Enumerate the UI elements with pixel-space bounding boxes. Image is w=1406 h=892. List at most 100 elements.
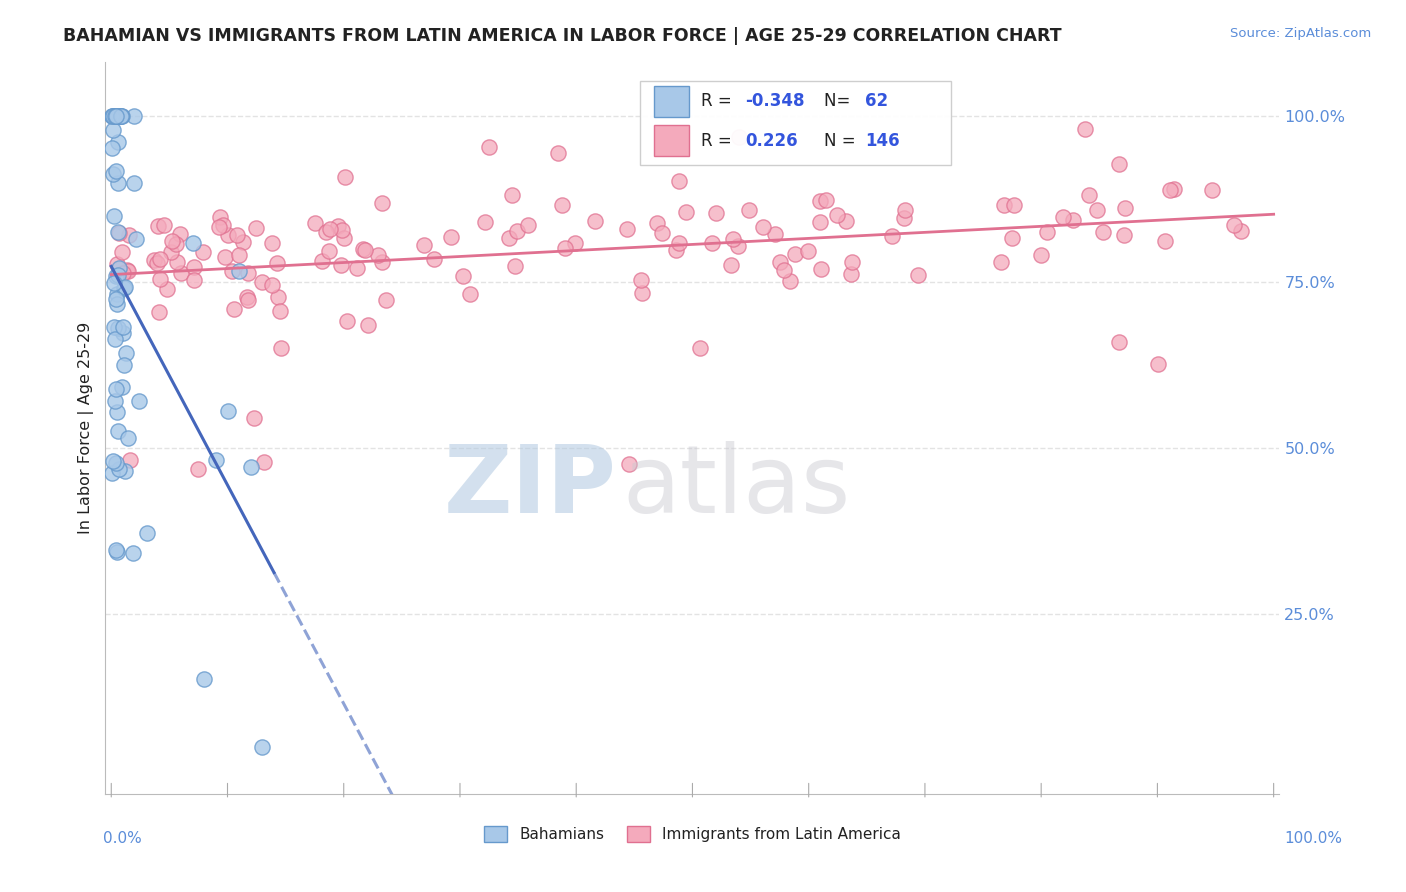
- Point: [108, 462, 131, 476]
- Point: [474, 215, 496, 229]
- Point: [1114, 228, 1136, 243]
- Point: [117, 228, 139, 243]
- Point: [374, 293, 396, 307]
- Point: [1062, 212, 1084, 227]
- Point: [104, 382, 127, 396]
- Point: [503, 259, 526, 273]
- Point: [104, 331, 127, 345]
- Point: [516, 219, 538, 233]
- Point: [704, 206, 727, 220]
- Point: [356, 318, 378, 333]
- Point: [260, 236, 283, 251]
- Point: [228, 248, 250, 262]
- Point: [160, 245, 183, 260]
- Point: [114, 280, 136, 294]
- Point: [630, 286, 652, 301]
- Point: [616, 222, 638, 236]
- Point: [250, 275, 273, 289]
- Text: -0.348: -0.348: [745, 92, 804, 111]
- Point: [752, 219, 775, 234]
- Point: [814, 193, 837, 207]
- Point: [551, 198, 574, 212]
- Point: [841, 255, 863, 269]
- Point: [665, 243, 688, 257]
- Point: [166, 255, 188, 269]
- Point: [245, 221, 267, 235]
- Point: [243, 410, 266, 425]
- Point: [236, 266, 259, 280]
- Point: [111, 245, 134, 260]
- Point: [112, 359, 135, 373]
- Point: [1159, 183, 1181, 197]
- Point: [110, 109, 132, 123]
- Point: [160, 234, 183, 248]
- Point: [117, 263, 139, 277]
- Point: [727, 238, 749, 252]
- Point: [304, 216, 326, 230]
- Point: [107, 261, 129, 276]
- Point: [103, 209, 125, 223]
- Point: [142, 253, 165, 268]
- Point: [319, 221, 342, 235]
- Point: [266, 256, 288, 270]
- Point: [135, 526, 157, 541]
- Point: [367, 248, 389, 262]
- Point: [675, 205, 697, 219]
- Point: [107, 226, 129, 240]
- Point: [773, 263, 796, 277]
- Point: [122, 546, 145, 560]
- Text: atlas: atlas: [621, 441, 851, 533]
- Point: [720, 258, 742, 272]
- Point: [103, 320, 125, 334]
- Point: [630, 272, 652, 286]
- Point: [330, 258, 353, 272]
- Point: [893, 211, 915, 225]
- Point: [1223, 218, 1246, 232]
- Point: [111, 267, 134, 281]
- Point: [105, 109, 128, 123]
- Text: N=: N=: [824, 92, 856, 111]
- Point: [226, 227, 249, 242]
- Point: [1146, 357, 1168, 371]
- Text: 100.0%: 100.0%: [1285, 831, 1343, 846]
- Point: [1114, 202, 1136, 216]
- Text: R =: R =: [700, 92, 737, 111]
- Point: [728, 130, 751, 145]
- Point: [810, 261, 832, 276]
- Point: [105, 545, 128, 559]
- Text: 146: 146: [865, 132, 900, 150]
- Point: [619, 457, 641, 471]
- Text: BAHAMIAN VS IMMIGRANTS FROM LATIN AMERICA IN LABOR FORCE | AGE 25-29 CORRELATION: BAHAMIAN VS IMMIGRANTS FROM LATIN AMERIC…: [63, 27, 1062, 45]
- Point: [990, 255, 1012, 269]
- Point: [737, 203, 759, 218]
- Point: [318, 244, 340, 259]
- Point: [645, 216, 668, 230]
- Point: [779, 274, 801, 288]
- Point: [165, 237, 187, 252]
- Point: [810, 194, 832, 208]
- Point: [260, 278, 283, 293]
- Point: [149, 272, 172, 286]
- Point: [122, 109, 145, 123]
- Point: [117, 431, 139, 445]
- Point: [169, 227, 191, 242]
- Point: [808, 215, 831, 229]
- Point: [107, 321, 129, 335]
- Point: [236, 293, 259, 307]
- Point: [1201, 183, 1223, 197]
- Point: [583, 214, 606, 228]
- Point: [101, 167, 124, 181]
- Point: [353, 243, 375, 257]
- Point: [115, 346, 138, 360]
- Point: [104, 109, 127, 123]
- Point: [1002, 198, 1025, 212]
- Point: [797, 244, 820, 258]
- Point: [554, 241, 576, 255]
- Text: N =: N =: [824, 132, 860, 150]
- Point: [170, 266, 193, 280]
- Point: [105, 287, 128, 301]
- Point: [105, 543, 128, 558]
- Point: [1078, 187, 1101, 202]
- Text: ZIP: ZIP: [443, 441, 616, 533]
- Point: [346, 260, 368, 275]
